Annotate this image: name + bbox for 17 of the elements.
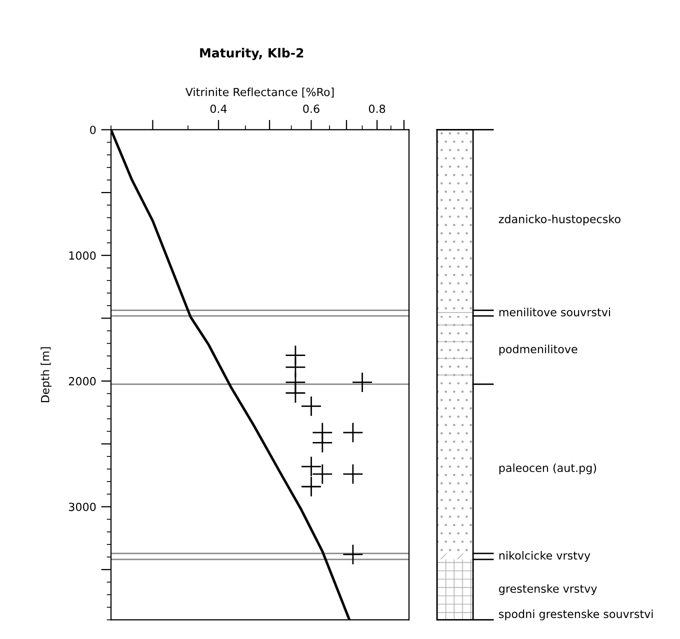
y-tick-label: 2000 xyxy=(68,377,96,386)
x-tick-label: 0.4 xyxy=(210,104,227,113)
y-tick-label: 0 xyxy=(90,126,96,134)
y-axis-title: Depth [m] xyxy=(40,347,52,402)
text: spodni grestenske souvrstvi xyxy=(499,610,653,620)
y-tick-label: 3000 xyxy=(68,502,96,512)
text: zdanicko-hustopecsko xyxy=(498,214,620,226)
text: grestenske vrstvy xyxy=(499,584,597,595)
chart-title: Maturity, Klb-2 xyxy=(200,48,304,60)
y-tick-label: 1000 xyxy=(69,251,96,260)
text: paleocen (aut.pg) xyxy=(499,463,596,474)
text: nikolcicke vrstvy xyxy=(499,551,590,562)
x-tick-label: 0.6 xyxy=(303,104,320,113)
x-axis-title: Vitrinite Reflectance [%Ro] xyxy=(185,88,334,98)
x-tick-label: 0.8 xyxy=(368,104,386,113)
text: menilitove souvrstvi xyxy=(499,308,610,316)
text: podmenilitove xyxy=(499,344,578,356)
